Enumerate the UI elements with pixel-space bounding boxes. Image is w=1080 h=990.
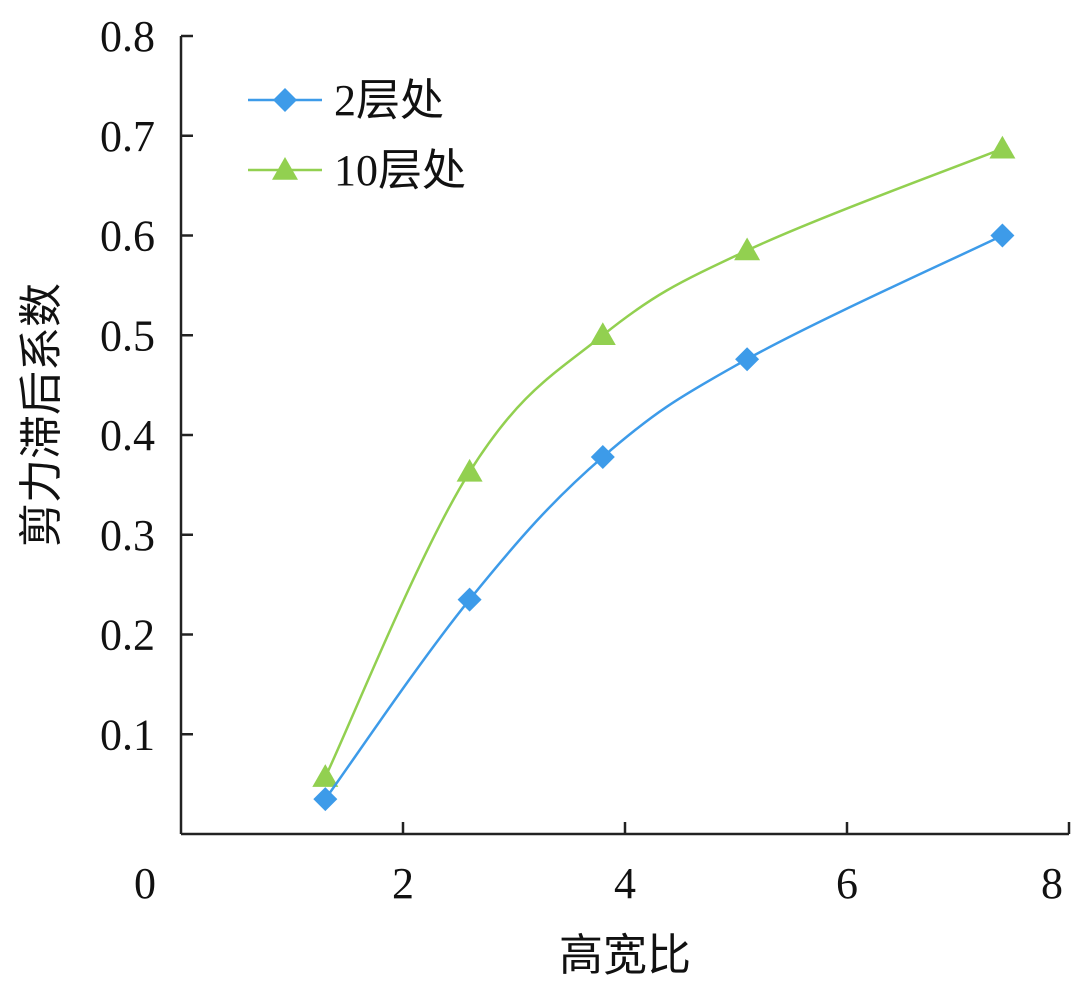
legend-label: 10层处: [334, 146, 466, 195]
x-tick-label: 6: [836, 859, 858, 908]
legend-diamond-icon: [273, 88, 297, 112]
y-tick-label: 0.3: [100, 511, 155, 560]
series-floor-10: [312, 135, 1016, 787]
series-layer: [312, 135, 1016, 812]
y-axis-title: 剪力滞后系数: [16, 283, 67, 547]
legend: 2层处 10层处: [248, 76, 466, 195]
series-line: [324, 147, 1003, 778]
y-tick-label: 0.5: [100, 311, 155, 360]
triangle-point: [989, 135, 1016, 159]
y-tick-label: 0.6: [100, 212, 155, 261]
axes: 0.1 0.2 0.3 0.4 0.5 0.6 0.7 0.8 0 2 4 6 8: [100, 12, 1071, 908]
diamond-point: [735, 347, 760, 372]
x-axis-title: 高宽比: [559, 930, 691, 981]
diamond-point: [313, 787, 338, 812]
triangle-point: [456, 458, 483, 482]
diamond-point: [990, 223, 1015, 248]
x-tick-label: 4: [614, 859, 636, 908]
y-tick-label: 0.1: [100, 710, 155, 759]
x-tick-label: 8: [1041, 859, 1063, 908]
diamond-point: [590, 444, 615, 469]
legend-entry: 2层处: [248, 76, 444, 125]
diamond-point: [457, 587, 482, 612]
legend-label: 2层处: [334, 76, 444, 125]
x-tick-label: 2: [392, 859, 414, 908]
series-line: [324, 234, 1003, 800]
y-tick-label: 0.4: [100, 411, 155, 460]
x-tick-label: 0: [134, 859, 156, 908]
triangle-point: [312, 764, 339, 787]
legend-entry: 10层处: [248, 146, 466, 195]
triangle-point: [589, 322, 616, 345]
triangle-point: [734, 237, 761, 261]
legend-triangle-icon: [272, 157, 298, 180]
y-tick-label: 0.8: [100, 12, 155, 61]
y-tick-label: 0.7: [100, 112, 155, 161]
series-floor-2: [313, 223, 1015, 812]
y-tick-label: 0.2: [100, 611, 155, 660]
